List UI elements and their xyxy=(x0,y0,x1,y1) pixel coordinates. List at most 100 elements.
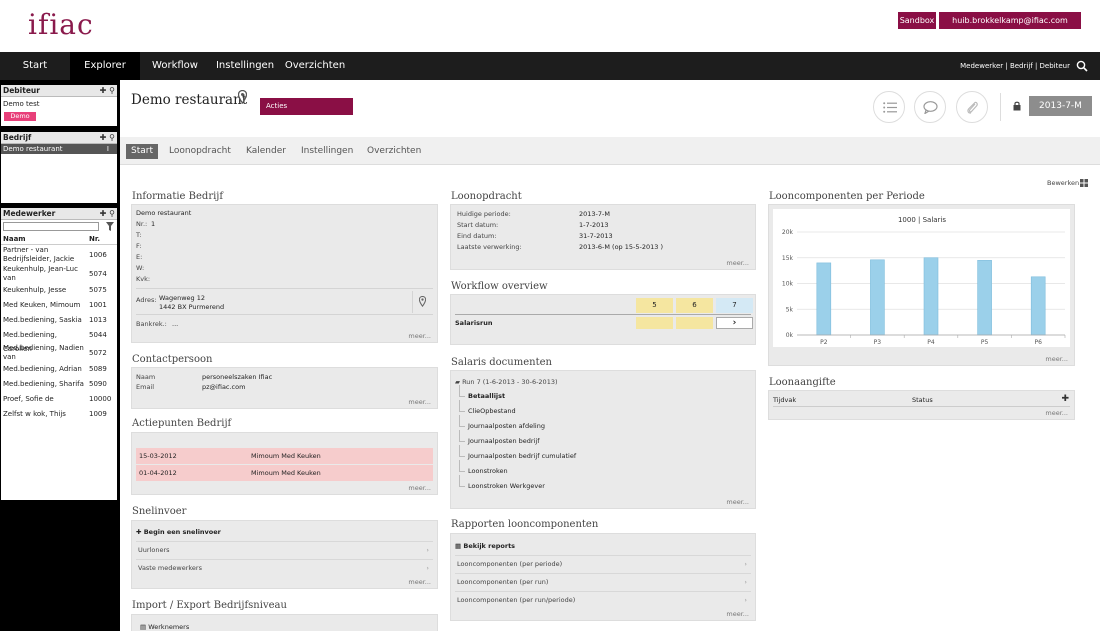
run-label: Run 7 (1-6-2013 - 30-6-2013) xyxy=(462,378,558,386)
filter-icon[interactable] xyxy=(106,222,114,231)
meer-link[interactable]: meer... xyxy=(726,610,749,618)
medewerker-name: Keukenhulp, Jean-Luc van xyxy=(3,265,78,282)
main-nav: Start Explorer Workflow Instellingen Ove… xyxy=(0,52,1100,80)
folder-icon: ▰ xyxy=(455,378,463,386)
user-account-button[interactable]: huib.brokkelkamp@ifiac.com xyxy=(939,12,1081,29)
chevron-right-icon: › xyxy=(744,578,747,586)
bar-p5[interactable] xyxy=(977,260,992,336)
tijdvak-column[interactable]: Tijdvak xyxy=(773,396,797,404)
plus-icon[interactable]: ✚ xyxy=(1061,394,1069,404)
bar-p6[interactable] xyxy=(1030,276,1046,336)
meer-link[interactable]: meer... xyxy=(408,332,431,340)
medewerker-nr: 5090 xyxy=(89,380,107,388)
tree-connector xyxy=(459,475,465,487)
medewerker-nr: 5089 xyxy=(89,365,107,373)
nav-start[interactable]: Start xyxy=(22,60,48,71)
medewerker-row[interactable]: Med.bediening, Nadien van 5072 xyxy=(1,343,117,362)
salaris-doc-item[interactable]: Journaalposten bedrijf cumulatief xyxy=(468,452,577,460)
comment-button[interactable] xyxy=(914,91,946,123)
medewerker-row[interactable]: Med.bediening, Saskia 1013 xyxy=(1,313,117,328)
salaris-doc-item[interactable]: Journaalposten bedrijf xyxy=(468,437,540,445)
salaris-doc-item[interactable]: ClieOpbestand xyxy=(468,407,516,415)
actiepunt-row[interactable]: 15-03-2012 Mimoum Med Keuken xyxy=(136,448,433,464)
tab-overzichten[interactable]: Overzichten xyxy=(367,146,422,156)
search-icon[interactable] xyxy=(1076,60,1088,72)
rapport-item[interactable]: Looncomponenten (per periode) › xyxy=(455,555,751,571)
meer-link[interactable]: meer... xyxy=(726,498,749,506)
workflow-cell-5[interactable] xyxy=(636,317,673,329)
rapporten-panel: ▦ Bekijk reports Looncomponenten (per pe… xyxy=(450,533,756,621)
actiepunt-row[interactable]: 01-04-2012 Mimoum Med Keuken xyxy=(136,465,433,481)
workflow-cell-6[interactable] xyxy=(676,317,713,329)
medewerker-row[interactable]: Med.bediening, Carolien 5044 xyxy=(1,328,117,353)
medewerker-row[interactable]: Zelfst w kok, Thijs 1009 xyxy=(1,407,117,422)
add-search-icons[interactable]: ✚ ⚲ xyxy=(99,209,115,218)
run-folder[interactable]: ▰ Run 7 (1-6-2013 - 30-6-2013) xyxy=(455,378,558,386)
nav-explorer[interactable]: Explorer xyxy=(70,52,140,80)
salaris-doc-item[interactable]: Journaalposten afdeling xyxy=(468,422,545,430)
import-werknemers-item[interactable]: ▤ Werknemers xyxy=(140,623,189,631)
medewerker-row[interactable]: Keukenhulp, Jesse 5075 xyxy=(1,283,117,298)
meer-link[interactable]: meer... xyxy=(1045,409,1068,417)
col-nr[interactable]: Nr. xyxy=(89,235,100,243)
nav-workflow[interactable]: Workflow xyxy=(152,60,198,71)
period-selector[interactable]: 2013-7-M xyxy=(1029,96,1092,116)
fax-label: F: xyxy=(136,242,142,250)
salaris-doc-item[interactable]: Loonstroken xyxy=(468,467,508,475)
col-naam[interactable]: Naam xyxy=(3,235,26,243)
medewerker-row[interactable]: Med Keuken, Mimoum 1001 xyxy=(1,298,117,313)
bekijk-reports-button[interactable]: ▦ Bekijk reports xyxy=(455,542,515,550)
workflow-cell-7-next[interactable]: › xyxy=(716,317,753,329)
meer-link[interactable]: meer... xyxy=(1045,355,1068,363)
laatste-verwerking-value: 2013-6-M (op 15-5-2013 ) xyxy=(579,243,663,251)
actiepunt-name: Mimoum Med Keuken xyxy=(251,452,321,460)
add-search-icons[interactable]: ✚ ⚲ xyxy=(99,86,115,95)
tab-loonopdracht[interactable]: Loonopdracht xyxy=(169,146,231,156)
email-value[interactable]: pz@ifiac.com xyxy=(202,383,246,391)
status-column[interactable]: Status xyxy=(912,396,933,404)
meer-link[interactable]: meer... xyxy=(726,259,749,267)
salaris-doc-item[interactable]: Loonstroken Werkgever xyxy=(468,482,545,490)
grid-icon[interactable] xyxy=(1080,179,1088,187)
nav-context-links[interactable]: Medewerker | Bedrijf | Debiteur xyxy=(960,62,1070,70)
bar-p3[interactable] xyxy=(870,259,885,336)
bewerken-link[interactable]: Bewerken xyxy=(1047,179,1080,187)
actiepunten-title: Actiepunten Bedrijf xyxy=(132,418,232,429)
meer-link[interactable]: meer... xyxy=(408,398,431,406)
location-pin-icon[interactable] xyxy=(238,90,247,104)
tab-instellingen[interactable]: Instellingen xyxy=(301,146,354,156)
salaris-doc-item[interactable]: Betaallijst xyxy=(468,392,506,400)
bedrijf-selected[interactable]: Demo restaurant I xyxy=(1,144,117,154)
medewerker-row[interactable]: Med.bediening, Adrian 5089 xyxy=(1,362,117,377)
tab-start[interactable]: Start xyxy=(126,144,158,159)
rapport-item[interactable]: Looncomponenten (per run) › xyxy=(455,573,751,589)
medewerker-row[interactable]: Keukenhulp, Jean-Luc van 5074 xyxy=(1,264,117,283)
snelinvoer-item-vaste-medewerkers[interactable]: Vaste medewerkers › xyxy=(136,559,433,575)
meer-link[interactable]: meer... xyxy=(408,484,431,492)
add-search-icons[interactable]: ✚ ⚲ xyxy=(99,133,115,142)
medewerker-row[interactable]: Partner - van Bedrijfsleider, Jackie 1006 xyxy=(1,245,117,264)
rapport-item[interactable]: Looncomponenten (per run/periode) › xyxy=(455,591,751,607)
begin-snelinvoer-button[interactable]: ✚ Begin een snelinvoer xyxy=(136,528,221,536)
acties-button[interactable]: Acties xyxy=(260,98,353,115)
medewerker-nr: 5072 xyxy=(89,349,107,357)
bar-p2[interactable] xyxy=(816,262,832,336)
debiteur-name[interactable]: Demo test xyxy=(3,100,40,108)
ifiac-logo[interactable]: ifiac xyxy=(28,8,94,41)
bar-p4[interactable] xyxy=(923,257,939,336)
sandbox-button[interactable]: Sandbox xyxy=(898,12,936,29)
debiteur-header: Debiteur ✚ ⚲ xyxy=(1,85,117,97)
adres-line2: 1442 BX Purmerend xyxy=(159,303,225,311)
location-pin-icon[interactable] xyxy=(419,296,426,307)
nav-overzichten[interactable]: Overzichten xyxy=(284,60,346,71)
medewerker-row[interactable]: Proef, Sofie de 10000 xyxy=(1,392,117,407)
tab-kalender[interactable]: Kalender xyxy=(246,146,286,156)
list-button[interactable] xyxy=(873,91,905,123)
bedrijf-selected-suffix: I xyxy=(106,145,109,153)
medewerker-search-input[interactable] xyxy=(3,222,99,231)
snelinvoer-item-uurloners[interactable]: Uurloners › xyxy=(136,541,433,557)
medewerker-row[interactable]: Med.bediening, Sharifa 5090 xyxy=(1,377,117,392)
meer-link[interactable]: meer... xyxy=(408,578,431,586)
nav-instellingen[interactable]: Instellingen xyxy=(215,60,275,71)
attachment-button[interactable] xyxy=(956,91,988,123)
